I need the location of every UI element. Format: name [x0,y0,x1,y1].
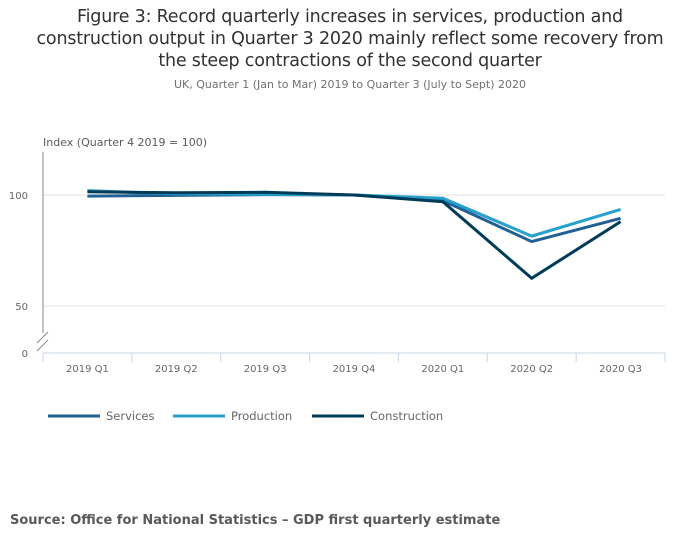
legend-item-construction: Construction [312,409,443,423]
chart-title-line: the steep contractions of the second qua… [158,51,542,71]
y-tick-label: 100 [9,191,28,202]
x-tick-label: 2020 Q2 [510,364,553,375]
x-tick-label: 2020 Q1 [421,364,464,375]
x-tick-labels: 2019 Q1 2019 Q2 2019 Q3 2019 Q4 2020 Q1 2020 … [66,364,642,375]
axis-break-mark [36,331,49,344]
x-tick-label: 2019 Q1 [66,364,109,375]
chart-title-line: Figure 3: Record quarterly increases in … [77,7,623,27]
legend-item-production: Production [173,409,292,423]
x-tick-label: 2019 Q2 [155,364,198,375]
chart-title-line: construction output in Quarter 3 2020 ma… [36,29,664,49]
y-axis-title: Index (Quarter 4 2019 = 100) [43,136,207,149]
series-lines [87,189,622,281]
axis-break-mark [36,339,49,352]
x-tick-label: 2019 Q3 [244,364,287,375]
series-line-production [87,189,622,238]
x-tick-label: 2020 Q3 [599,364,642,375]
y-tick-label: 50 [15,302,28,313]
y-tick-label: 0 [22,349,28,360]
legend: Services Production Construction [48,409,443,423]
chart-title: Figure 3: Record quarterly increases in … [0,6,700,72]
axes [36,152,666,362]
legend-label: Production [231,409,292,423]
legend-label: Construction [370,409,443,423]
legend-label: Services [106,409,155,423]
line-chart: Index (Quarter 4 2019 = 100) 0 50 100 2019… [9,136,666,423]
gridlines [43,194,665,307]
legend-item-services: Services [48,409,155,423]
chart-subtitle: UK, Quarter 1 (Jan to Mar) 2019 to Quart… [173,78,527,91]
series-line-construction [87,190,622,281]
y-tick-labels: 0 50 100 [9,191,28,360]
x-tick-label: 2019 Q4 [333,364,376,375]
source-note: Source: Office for National Statistics –… [10,513,501,528]
